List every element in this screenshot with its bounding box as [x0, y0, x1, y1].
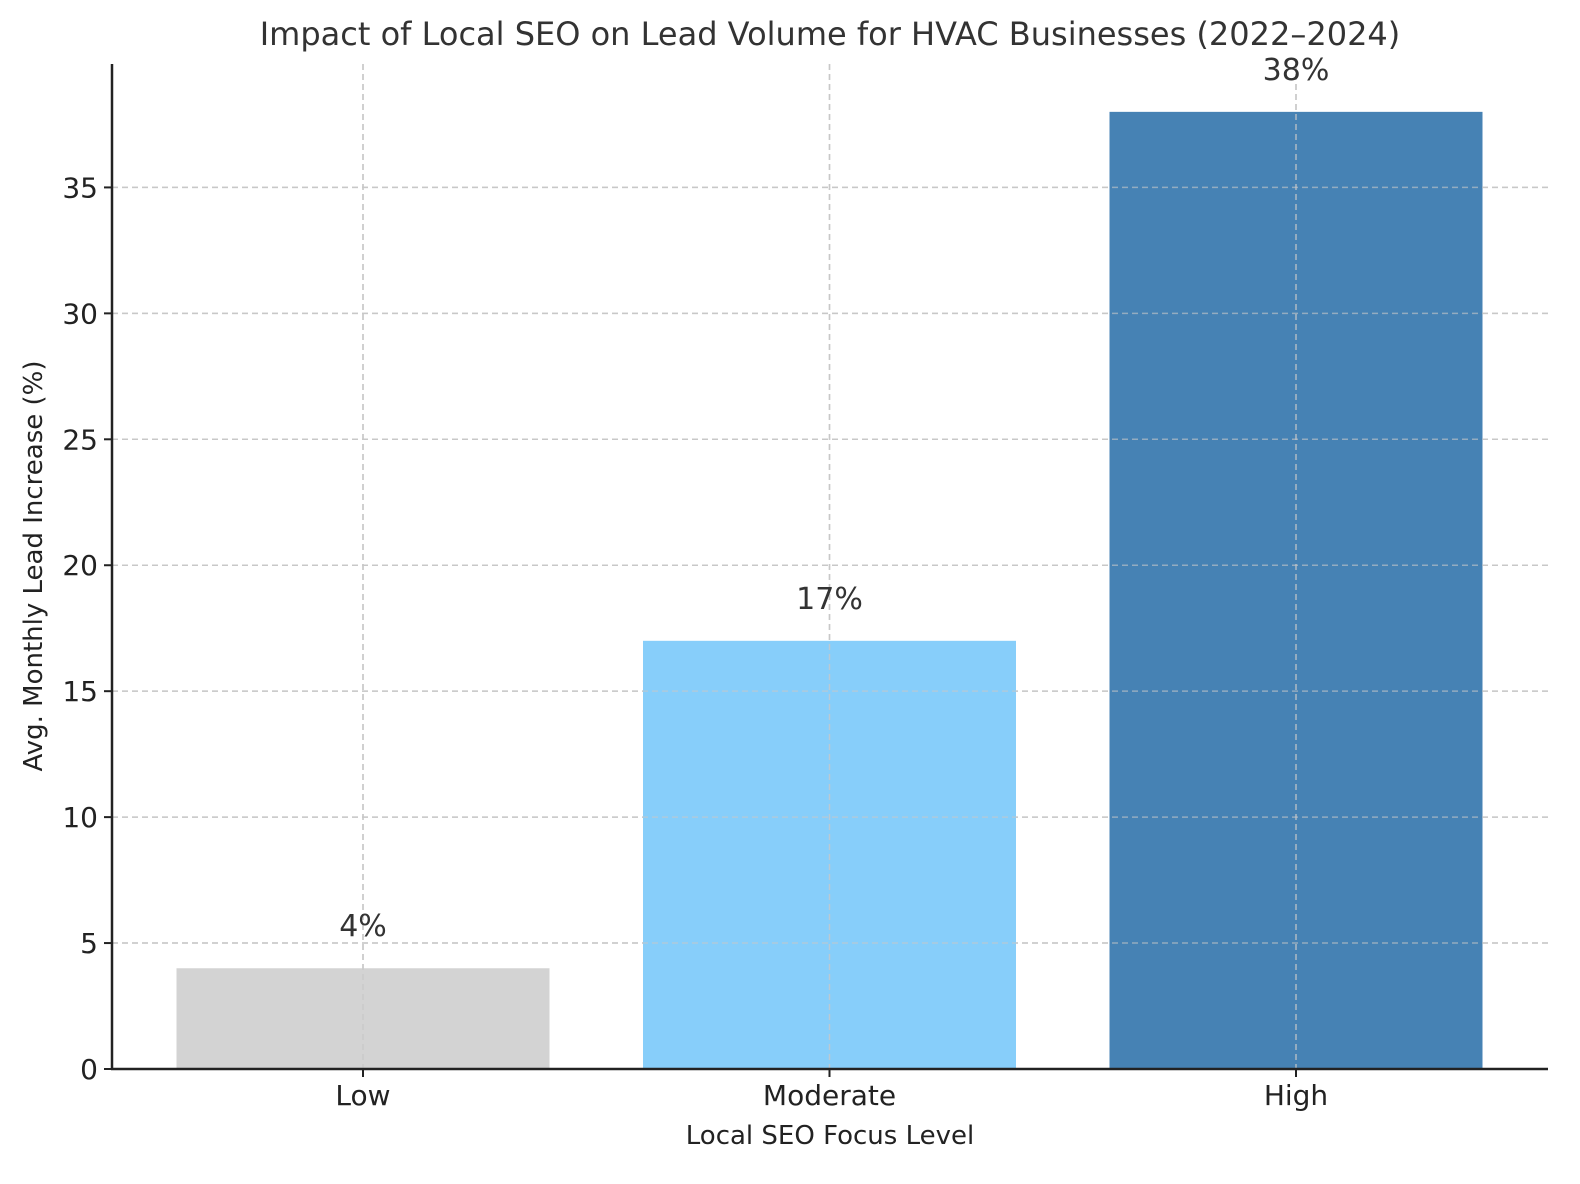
- y-tick-label: 10: [62, 801, 98, 834]
- x-tick-label-low: Low: [335, 1079, 390, 1112]
- y-tick-label: 0: [80, 1053, 98, 1086]
- data-label-high: 38%: [1263, 53, 1330, 88]
- y-tick-label: 5: [80, 927, 98, 960]
- y-axis-label: Avg. Monthly Lead Increase (%): [19, 360, 49, 771]
- y-tick-label: 20: [62, 549, 98, 582]
- tick-layer: 0 5 10 15 20 25 30 35 Low Moderate High: [62, 171, 1328, 1112]
- data-label-low: 4%: [339, 909, 387, 944]
- y-tick-label: 30: [62, 297, 98, 330]
- data-label-layer: 4% 17% 38%: [339, 53, 1329, 944]
- y-tick-label: 35: [62, 171, 98, 204]
- x-axis-label: Local SEO Focus Level: [686, 1121, 974, 1151]
- bar-layer: [112, 64, 1548, 1070]
- y-tick-label: 25: [62, 423, 98, 456]
- x-tick-label-moderate: Moderate: [763, 1079, 896, 1112]
- y-tick-label: 15: [62, 675, 98, 708]
- x-tick-label-high: High: [1264, 1079, 1328, 1112]
- data-label-moderate: 17%: [796, 582, 863, 617]
- chart-title: Impact of Local SEO on Lead Volume for H…: [260, 15, 1401, 53]
